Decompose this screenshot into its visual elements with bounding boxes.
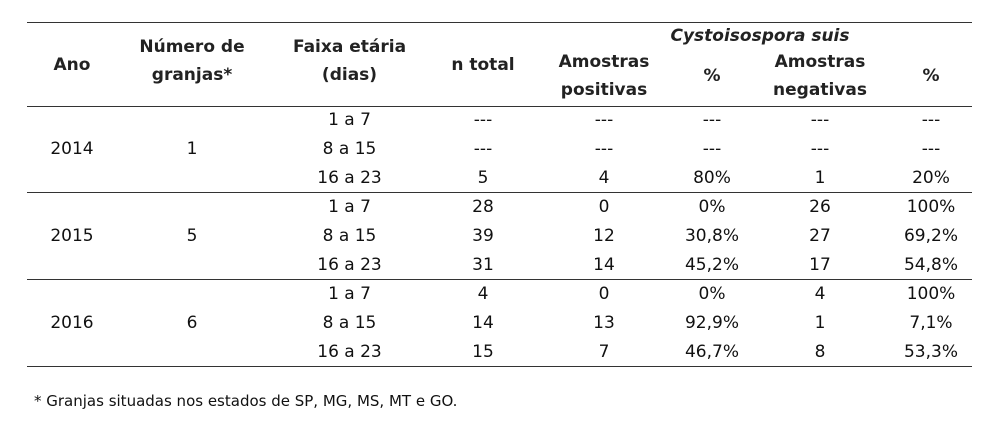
- table-cell: 30,8%: [684, 226, 739, 246]
- table-cell: 5: [186, 226, 198, 246]
- table-cell: 100%: [906, 197, 956, 217]
- table-cell: ---: [594, 110, 614, 130]
- header-cell: Amostras negativas: [773, 52, 867, 100]
- table-cell: 1 a 7: [328, 110, 371, 130]
- table-cell: 0%: [698, 197, 726, 217]
- table-cell: 4: [598, 168, 610, 188]
- table-cell: 12: [593, 226, 615, 246]
- table-cell: 26: [809, 197, 831, 217]
- table-cell: ---: [702, 139, 722, 159]
- table-cell: 53,3%: [903, 342, 958, 362]
- table-cell: 0: [598, 197, 610, 217]
- table-cell: 100%: [906, 284, 956, 304]
- table-cell: 28: [472, 197, 494, 217]
- table-cell: 7,1%: [909, 313, 953, 333]
- header-cell: %: [703, 66, 721, 86]
- table-cell: ---: [594, 139, 614, 159]
- table-cell: 8: [814, 342, 826, 362]
- table-cell: 1: [814, 313, 826, 333]
- table-cell: 5: [477, 168, 489, 188]
- table-cell: 39: [472, 226, 494, 246]
- header-cell: Ano: [53, 55, 91, 75]
- table-cell: 92,9%: [684, 313, 739, 333]
- species-header: Cystoisospora suis: [670, 26, 850, 46]
- table-cell: 14: [593, 255, 615, 275]
- table-cell: ---: [921, 110, 941, 130]
- table-cell: 2015: [50, 226, 94, 246]
- table-cell: 69,2%: [903, 226, 958, 246]
- table-cell: 15: [472, 342, 494, 362]
- table-cell: ---: [473, 110, 493, 130]
- table-cell: 6: [186, 313, 198, 333]
- table-cell: 2014: [50, 139, 94, 159]
- table-cell: 17: [809, 255, 831, 275]
- table-cell: ---: [810, 139, 830, 159]
- rule: [27, 22, 972, 23]
- table-cell: 54,8%: [903, 255, 958, 275]
- header-cell: Faixa etária (dias): [292, 37, 407, 85]
- table-cell: 16 a 23: [317, 168, 382, 188]
- table-cell: 16 a 23: [317, 255, 382, 275]
- rule: [27, 106, 972, 107]
- rule: [27, 279, 972, 280]
- table-cell: 31: [472, 255, 494, 275]
- table-cell: 4: [814, 284, 826, 304]
- header-cell: Número de granjas*: [139, 37, 245, 85]
- table-cell: ---: [921, 139, 941, 159]
- table-cell: 20%: [912, 168, 950, 188]
- table-cell: 0%: [698, 284, 726, 304]
- table-cell: ---: [473, 139, 493, 159]
- footnote: * Granjas situadas nos estados de SP, MG…: [34, 392, 458, 410]
- table-cell: 14: [472, 313, 494, 333]
- table-cell: 8 a 15: [322, 313, 377, 333]
- header-cell: Amostras positivas: [558, 52, 650, 100]
- table-cell: 13: [593, 313, 615, 333]
- table-cell: 4: [477, 284, 489, 304]
- table-cell: 7: [598, 342, 610, 362]
- table-cell: 1 a 7: [328, 284, 371, 304]
- header-cell: %: [922, 66, 940, 86]
- table-cell: 1: [186, 139, 198, 159]
- table-cell: 16 a 23: [317, 342, 382, 362]
- table-cell: 1: [814, 168, 826, 188]
- table-cell: 45,2%: [684, 255, 739, 275]
- table-cell: ---: [702, 110, 722, 130]
- rule: [27, 366, 972, 367]
- header-cell: n total: [451, 55, 515, 75]
- table-cell: ---: [810, 110, 830, 130]
- table-cell: 8 a 15: [322, 226, 377, 246]
- table-cell: 1 a 7: [328, 197, 371, 217]
- table-cell: 27: [809, 226, 831, 246]
- table-cell: 46,7%: [684, 342, 739, 362]
- table-cell: 2016: [50, 313, 94, 333]
- table-cell: 0: [598, 284, 610, 304]
- rule: [27, 192, 972, 193]
- table-cell: 8 a 15: [322, 139, 377, 159]
- table-cell: 80%: [693, 168, 731, 188]
